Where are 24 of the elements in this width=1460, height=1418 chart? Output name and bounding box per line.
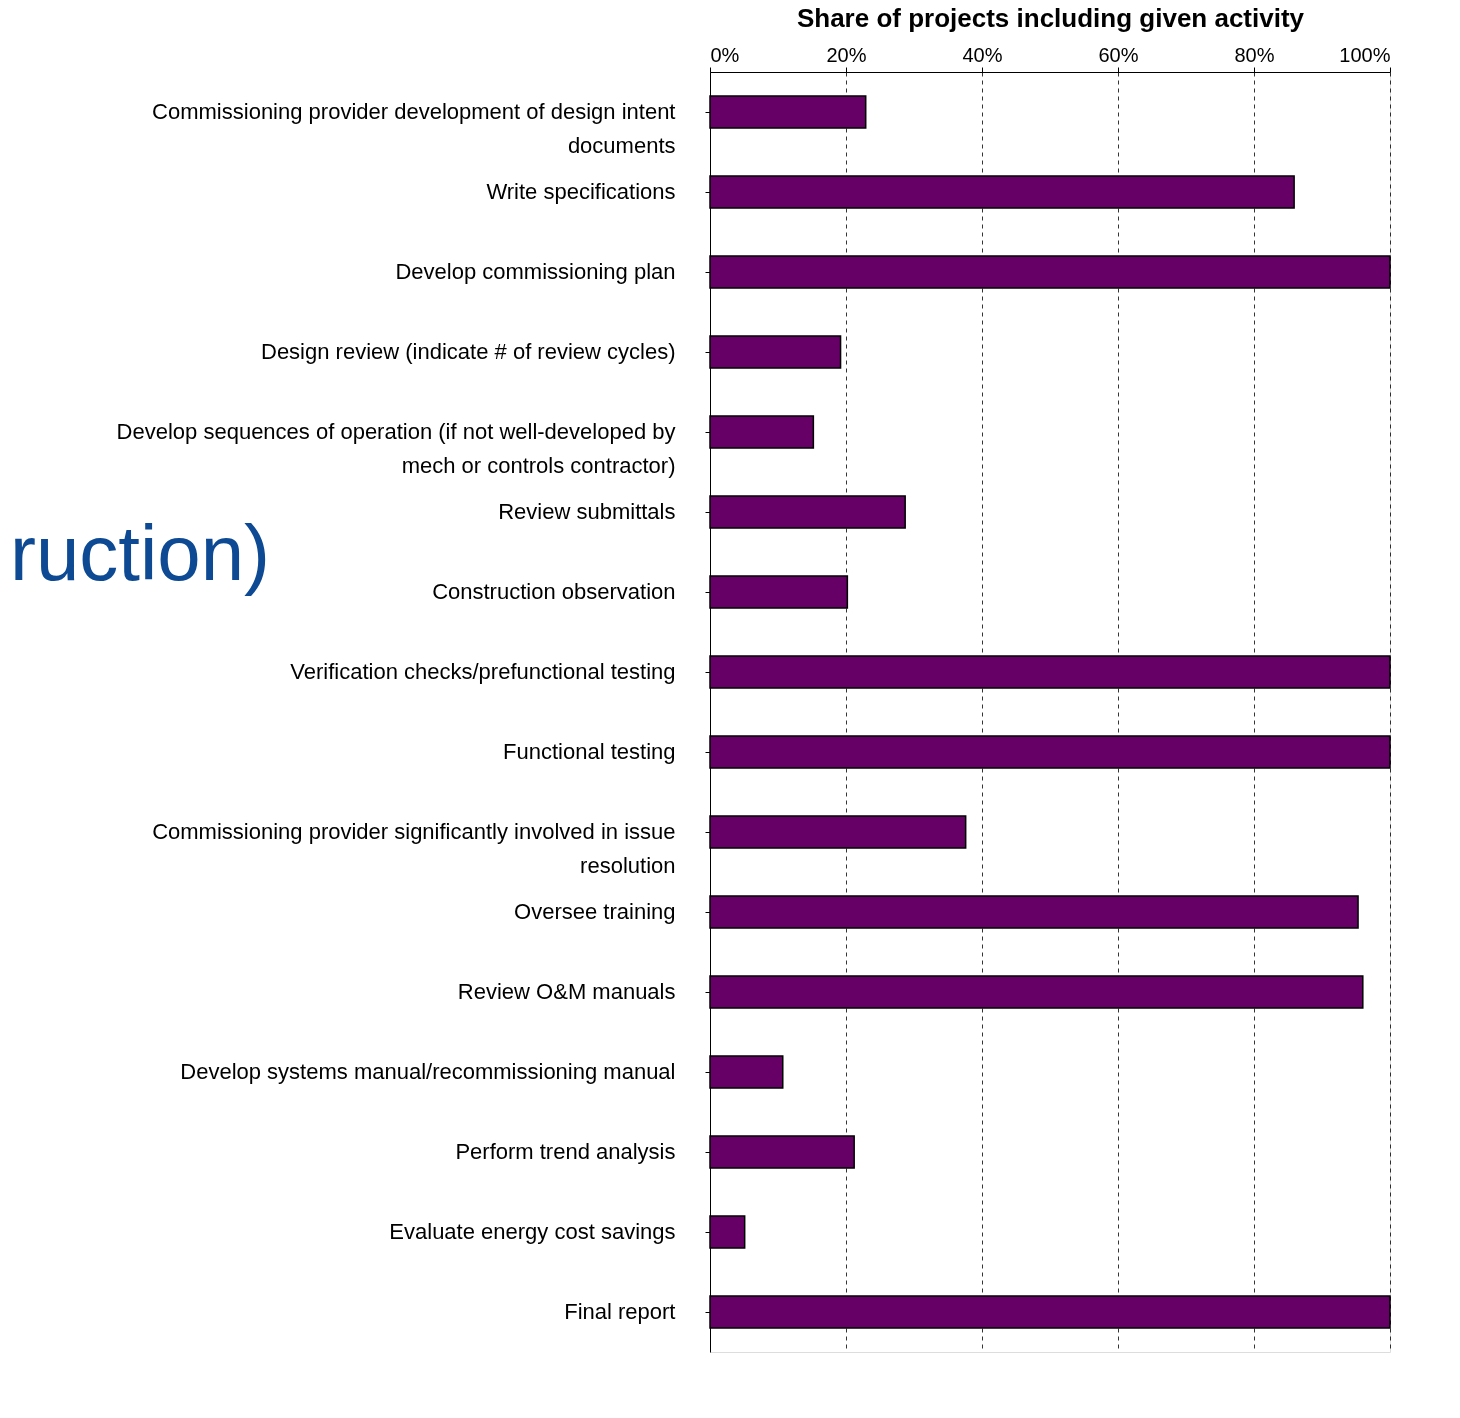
y-tick-label: Develop sequences of operation (if not well-developed by mech or controls contractor) — [116, 419, 676, 478]
y-tick-label: Functional testing — [503, 739, 676, 764]
y-tick-label: Review submittals — [498, 499, 676, 524]
y-tick-label: Develop commissioning plan — [395, 259, 676, 284]
x-tick-label: 20% — [826, 43, 867, 66]
y-tick-label: Design review (indicate # of review cycles) — [261, 339, 676, 364]
y-tick-label: Final report — [564, 1299, 676, 1324]
text: ruction) — [10, 509, 271, 597]
y-tick-label: Write specifications — [486, 179, 676, 204]
x-axis-title: Share of projects including given activity — [796, 2, 1305, 33]
y-tick-label: Commissioning provider significantly involved in issue resolution — [152, 819, 676, 878]
y-tick-label: Develop systems manual/recommissioning manual — [180, 1059, 676, 1084]
y-tick-label: Perform trend analysis — [455, 1139, 676, 1164]
y-tick-label: Verification checks/prefunctional testing — [290, 659, 676, 684]
x-tick-label: 80% — [1234, 43, 1275, 66]
y-tick-label: Construction observation — [432, 579, 676, 604]
y-tick-label: Evaluate energy cost savings — [389, 1219, 676, 1244]
y-tick-label: Commissioning provider development of design intent documents — [152, 99, 676, 158]
x-tick-label: 60% — [1098, 43, 1139, 66]
x-tick-label: 40% — [962, 43, 1003, 66]
y-tick-label: Oversee training — [514, 899, 676, 924]
x-tick-label: 100% — [1339, 43, 1391, 66]
x-tick-label: 0% — [710, 43, 740, 66]
y-tick-label: Review O&M manuals — [457, 979, 676, 1004]
